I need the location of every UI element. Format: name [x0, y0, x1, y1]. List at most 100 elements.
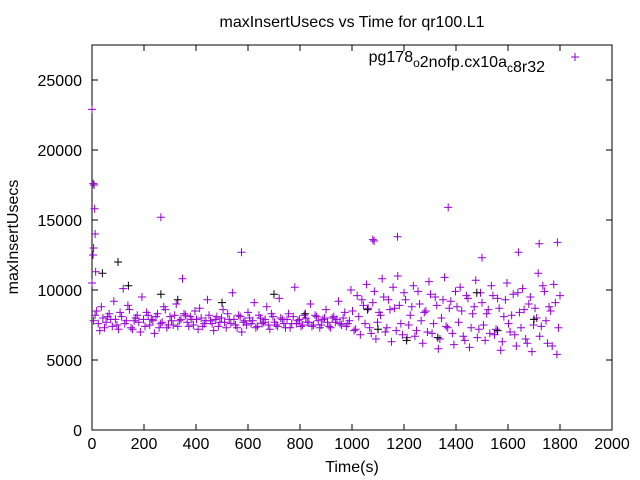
data-point	[178, 274, 187, 283]
data-point	[228, 288, 237, 297]
data-point	[415, 300, 424, 308]
data-point	[240, 316, 249, 325]
data-point	[136, 328, 145, 336]
data-point	[393, 272, 402, 280]
data-point	[471, 276, 480, 285]
data-point	[356, 330, 365, 339]
data-point	[368, 235, 377, 244]
data-point	[378, 274, 387, 283]
data-point	[89, 316, 98, 325]
data-point	[389, 283, 398, 292]
data-point	[100, 323, 109, 332]
data-point	[501, 295, 510, 304]
data-point	[417, 316, 426, 325]
data-point	[139, 315, 148, 324]
data-point	[463, 294, 472, 303]
data-point	[214, 322, 223, 331]
data-point	[254, 311, 263, 320]
data-point-secondary	[363, 305, 372, 314]
data-point	[141, 322, 150, 331]
data-point	[323, 318, 332, 327]
data-point	[161, 305, 170, 314]
data-point	[520, 305, 529, 314]
y-tick-label: 20000	[38, 143, 83, 160]
data-points	[88, 105, 564, 359]
data-point	[445, 304, 454, 313]
data-point	[88, 279, 96, 287]
data-point	[432, 301, 441, 310]
data-point	[173, 322, 182, 331]
data-point	[175, 316, 184, 325]
x-tick-label: 1800	[542, 436, 578, 453]
data-point	[339, 314, 348, 322]
data-point	[297, 322, 306, 331]
data-point	[406, 311, 415, 320]
data-point	[373, 318, 382, 327]
y-tick-label: 10000	[38, 283, 83, 300]
data-point	[190, 307, 199, 315]
data-point	[176, 315, 185, 324]
data-point	[150, 329, 159, 338]
x-tick-label: 1200	[386, 436, 422, 453]
x-axis-label: Time(s)	[325, 459, 379, 476]
data-point	[418, 339, 427, 348]
data-point	[223, 309, 232, 318]
data-point	[164, 321, 173, 329]
data-point	[479, 321, 488, 329]
data-point	[504, 319, 513, 328]
data-point	[192, 315, 201, 324]
data-point	[398, 330, 407, 339]
data-point	[205, 311, 213, 320]
data-point	[449, 340, 458, 349]
data-point	[478, 253, 486, 262]
data-point	[170, 311, 179, 320]
legend-label: pg178o2nofp.cx10ac8r32	[369, 49, 546, 76]
data-point	[481, 336, 490, 345]
data-point	[91, 267, 100, 276]
data-point	[537, 322, 546, 331]
data-point	[487, 281, 496, 290]
data-point	[320, 314, 329, 322]
data-point	[125, 305, 134, 314]
data-point	[442, 322, 451, 331]
data-point	[521, 335, 530, 343]
data-point	[156, 213, 165, 222]
data-point	[353, 291, 362, 300]
data-point	[194, 325, 203, 334]
data-point	[90, 204, 99, 213]
data-point	[515, 308, 524, 317]
data-point	[208, 319, 217, 328]
data-point	[492, 325, 501, 334]
data-point	[385, 305, 394, 314]
data-point	[426, 290, 435, 299]
data-point	[314, 316, 323, 325]
data-point	[292, 319, 301, 328]
data-point	[97, 302, 106, 311]
data-point	[506, 328, 515, 336]
data-point	[448, 329, 457, 338]
data-point	[535, 332, 544, 341]
data-point	[91, 311, 100, 320]
data-point	[348, 307, 357, 315]
data-point	[490, 330, 499, 339]
x-tick-label: 2000	[594, 436, 630, 453]
data-point	[105, 309, 114, 318]
data-point	[304, 318, 313, 327]
data-point	[145, 321, 154, 329]
data-point	[311, 311, 320, 320]
data-point	[295, 315, 304, 324]
y-tick-label: 15000	[38, 213, 83, 230]
data-point	[365, 323, 374, 332]
data-point	[108, 322, 117, 331]
data-point	[428, 329, 437, 338]
data-point	[133, 311, 142, 320]
legend-plus-icon	[571, 53, 579, 61]
data-point	[453, 302, 462, 311]
data-point	[546, 307, 555, 315]
data-point	[120, 319, 129, 328]
data-point-secondary	[173, 295, 182, 304]
data-point	[267, 309, 276, 318]
data-point	[89, 244, 98, 252]
data-point	[523, 339, 532, 348]
data-point	[156, 319, 165, 328]
